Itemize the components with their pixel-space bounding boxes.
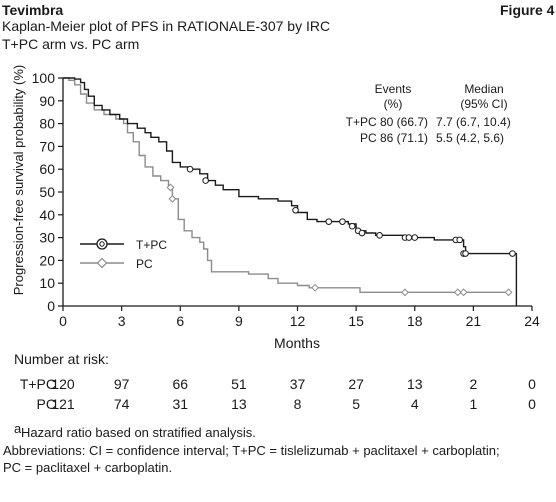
events-row-tpc: T+PC 80 (66.7) — [346, 115, 428, 129]
legend-marker-inner-tpc — [99, 241, 105, 247]
median-row-pc: 5.5 (4.2, 5.6) — [436, 131, 504, 145]
risk-value-tpc: 27 — [348, 376, 364, 392]
x-tick-label: 3 — [118, 313, 126, 329]
censor-mark-tpc — [376, 232, 383, 239]
risk-value-pc: 1 — [469, 396, 477, 412]
censor-mark-tpc — [202, 177, 209, 184]
censor-mark-tpc — [411, 234, 419, 241]
legend-marker-pc — [96, 257, 108, 269]
chart-subtitle: T+PC arm vs. PC arm — [2, 36, 140, 52]
x-tick-label: 12 — [290, 313, 306, 329]
y-tick-label: 30 — [39, 230, 55, 246]
legend-label-tpc: T+PC — [136, 238, 167, 252]
censor-mark-pc — [459, 288, 468, 297]
x-tick-label: 24 — [524, 313, 540, 329]
y-tick-label: 0 — [47, 298, 55, 314]
chart-title: Kaplan-Meier plot of PFS in RATIONALE-30… — [2, 18, 331, 34]
risk-values: 120 97 66 51 37 27 13 2 0 121 74 31 13 8 5 4 1 0 — [51, 376, 536, 412]
y-tick-label: 100 — [32, 70, 56, 86]
events-header-1: Events — [375, 82, 412, 96]
censor-mark-pc — [166, 183, 175, 192]
events-header-2: (%) — [384, 97, 403, 111]
censor-mark-tpc — [462, 250, 469, 257]
risk-value-pc: 31 — [172, 396, 188, 412]
censor-mark-tpc — [186, 165, 194, 173]
censor-mark-tpc — [348, 222, 356, 230]
x-axis-label: Months — [274, 335, 320, 351]
y-tick-label: 80 — [39, 116, 55, 132]
censor-mark-pc — [504, 288, 513, 297]
median-row-tpc: 7.7 (6.7, 10.4) — [436, 115, 511, 129]
censor-mark-pc — [168, 194, 177, 203]
risk-value-tpc: 120 — [51, 376, 75, 392]
risk-table-title: Number at risk: — [14, 351, 109, 367]
brand-name: Tevimbra — [2, 2, 64, 18]
censor-mark-tpc — [339, 218, 346, 225]
risk-value-pc: 8 — [294, 396, 302, 412]
y-tick-label: 90 — [39, 93, 55, 109]
median-header-1: Median — [464, 82, 503, 96]
x-tick-label: 9 — [235, 313, 243, 329]
y-axis-label: Progression-free survival probability (%… — [11, 65, 26, 295]
risk-value-pc: 0 — [528, 396, 536, 412]
series-line-pc — [63, 77, 509, 293]
censor-mark-tpc — [509, 250, 516, 257]
x-tick-label: 21 — [466, 313, 482, 329]
censor-mark-pc — [453, 288, 462, 297]
censor-mark-tpc — [325, 218, 333, 225]
censor-mark-tpc — [405, 234, 413, 241]
risk-label-pc: PC — [37, 396, 56, 412]
censor-mark-pc — [311, 283, 319, 292]
footnote-superscript: a — [14, 421, 22, 436]
risk-value-tpc: 0 — [528, 376, 536, 392]
censor-mark-pc — [401, 288, 409, 297]
x-tick-label: 0 — [59, 313, 67, 329]
risk-value-tpc: 37 — [290, 376, 306, 392]
risk-label-tpc: T+PC — [20, 376, 56, 392]
footnote-abbrev-1: Abbreviations: CI = confidence interval;… — [3, 443, 500, 458]
series-line-tpc — [63, 77, 518, 306]
y-tick-label: 50 — [39, 184, 55, 200]
risk-value-pc: 5 — [352, 396, 360, 412]
x-tick-label: 15 — [348, 313, 364, 329]
median-header-2: (95% CI) — [460, 97, 507, 111]
risk-value-tpc: 51 — [231, 376, 247, 392]
series-layer — [63, 77, 518, 306]
risk-value-pc: 121 — [51, 396, 75, 412]
y-tick-label: 20 — [39, 252, 55, 268]
risk-value-tpc: 66 — [172, 376, 188, 392]
y-tick-label: 40 — [39, 207, 55, 223]
axes: 0 10 20 30 40 50 60 70 80 90 100 0 3 6 9 12 15 18 21 24 — [32, 70, 540, 329]
y-tick-label: 70 — [39, 138, 55, 154]
risk-value-tpc: 13 — [407, 376, 423, 392]
y-tick-label: 60 — [39, 161, 55, 177]
risk-value-pc: 4 — [411, 396, 419, 412]
x-tick-label: 18 — [407, 313, 423, 329]
legend-label-pc: PC — [136, 257, 153, 271]
footnote-hazard: Hazard ratio based on stratified analysi… — [21, 425, 256, 440]
events-row-pc: PC 86 (71.1) — [360, 131, 428, 145]
y-tick-label: 10 — [39, 275, 55, 291]
risk-value-tpc: 97 — [114, 376, 130, 392]
x-tick-label: 6 — [176, 313, 184, 329]
legend: T+PC PC — [80, 238, 167, 271]
footnote-abbrev-2: PC = paclitaxel + carboplatin. — [3, 460, 172, 475]
risk-value-tpc: 2 — [469, 376, 477, 392]
risk-value-pc: 74 — [114, 396, 130, 412]
censor-mark-tpc — [456, 236, 463, 244]
censor-mark-tpc — [358, 229, 366, 237]
figure-label: Figure 4 — [500, 2, 555, 18]
censor-mark-tpc — [292, 206, 299, 214]
risk-value-pc: 13 — [231, 396, 247, 412]
